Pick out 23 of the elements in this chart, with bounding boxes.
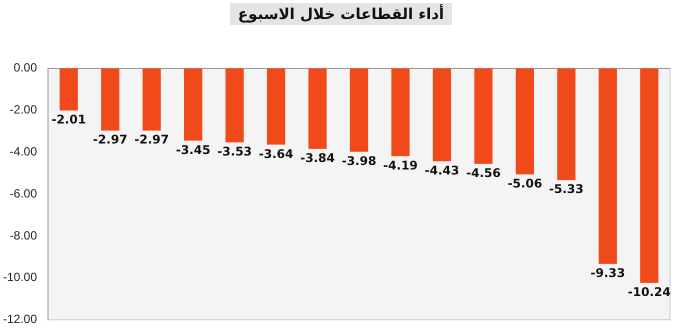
- y-tick-label: -2.00: [10, 102, 38, 117]
- data-label: -3.53: [217, 144, 252, 158]
- data-label: -2.01: [51, 112, 86, 127]
- y-tick-label: -4.00: [10, 144, 38, 159]
- chart-title: أداء القطاعات خلال الاسبوع: [230, 3, 452, 25]
- data-label: -3.98: [342, 154, 376, 168]
- data-label: -10.24: [628, 285, 671, 300]
- data-label: -4.43: [424, 163, 460, 178]
- data-label: -5.33: [549, 182, 584, 196]
- data-label: -3.45: [176, 142, 210, 157]
- data-label: -4.56: [466, 166, 501, 180]
- data-label: -3.84: [300, 150, 335, 165]
- y-tick-label: -8.00: [10, 228, 38, 242]
- data-label: -4.19: [383, 158, 418, 172]
- y-tick-label: -12.00: [2, 312, 38, 326]
- data-label: -5.06: [508, 176, 542, 191]
- y-tick-label: -10.00: [2, 270, 38, 284]
- data-label: -2.97: [92, 132, 128, 147]
- data-label: -2.97: [134, 132, 169, 147]
- y-tick-label: -6.00: [10, 186, 38, 200]
- data-label: -3.64: [258, 146, 294, 161]
- data-label: -9.33: [590, 266, 626, 280]
- y-tick-label: 0.00: [14, 60, 38, 75]
